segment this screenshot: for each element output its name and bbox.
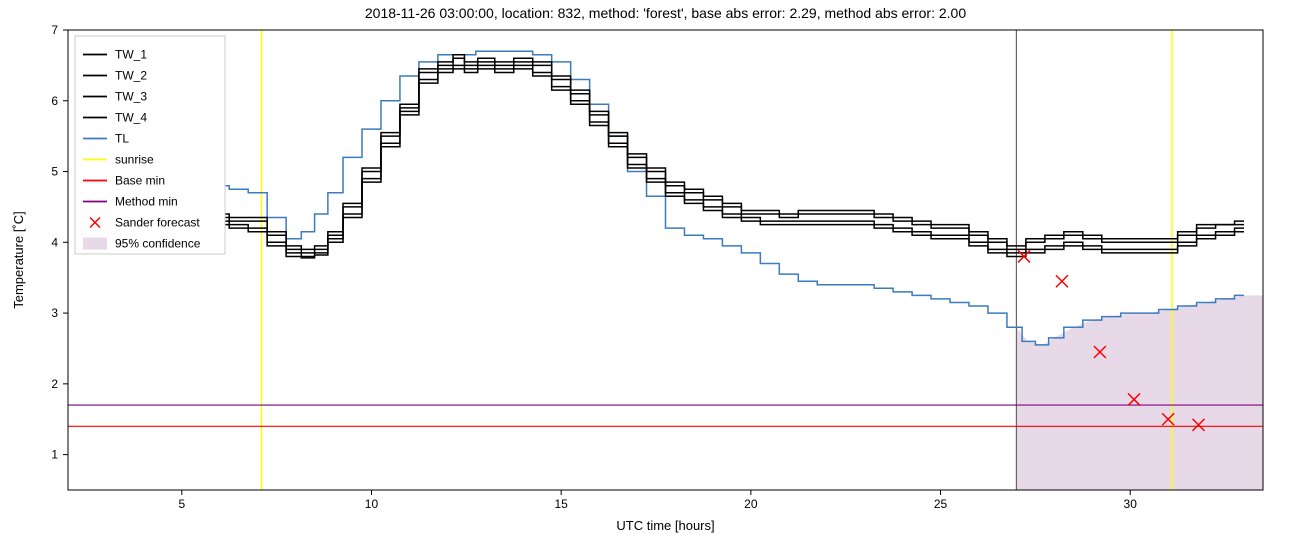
legend-label: TW_3 [115,90,147,104]
chart-svg: 5 10 15 20 25 30 1 2 3 4 5 6 7 UTC time [hours] Temper… [0,0,1302,547]
legend-label: Sander forecast [115,216,200,230]
legend-label: Base min [115,174,165,188]
xtick-label: 10 [365,497,379,511]
legend-label: TW_1 [115,48,147,62]
xtick-label: 15 [554,497,568,511]
legend-label: TW_4 [115,111,147,125]
xtick-label: 25 [934,497,948,511]
legend-label: TL [115,132,129,146]
ytick-label: 6 [51,94,58,108]
xlabel: UTC time [hours] [616,518,714,533]
chart-title: 2018-11-26 03:00:00, location: 832, meth… [365,5,966,21]
ytick-label: 2 [51,377,58,391]
legend-label: Method min [115,195,178,209]
xtick-label: 30 [1124,497,1138,511]
ytick-label: 4 [51,235,58,249]
legend-label: TW_2 [115,69,147,83]
ylabel: Temperature [˚C] [11,211,26,309]
ytick-label: 5 [51,165,58,179]
ytick-label: 3 [51,306,58,320]
legend-label: sunrise [115,153,154,167]
xtick-label: 5 [178,497,185,511]
chart-container: 5 10 15 20 25 30 1 2 3 4 5 6 7 UTC time [hours] Temper… [0,0,1302,547]
ytick-label: 1 [51,448,58,462]
legend-label: 95% confidence [115,237,201,251]
ytick-label: 7 [51,23,58,37]
xtick-label: 20 [744,497,758,511]
legend-swatch [83,238,107,250]
